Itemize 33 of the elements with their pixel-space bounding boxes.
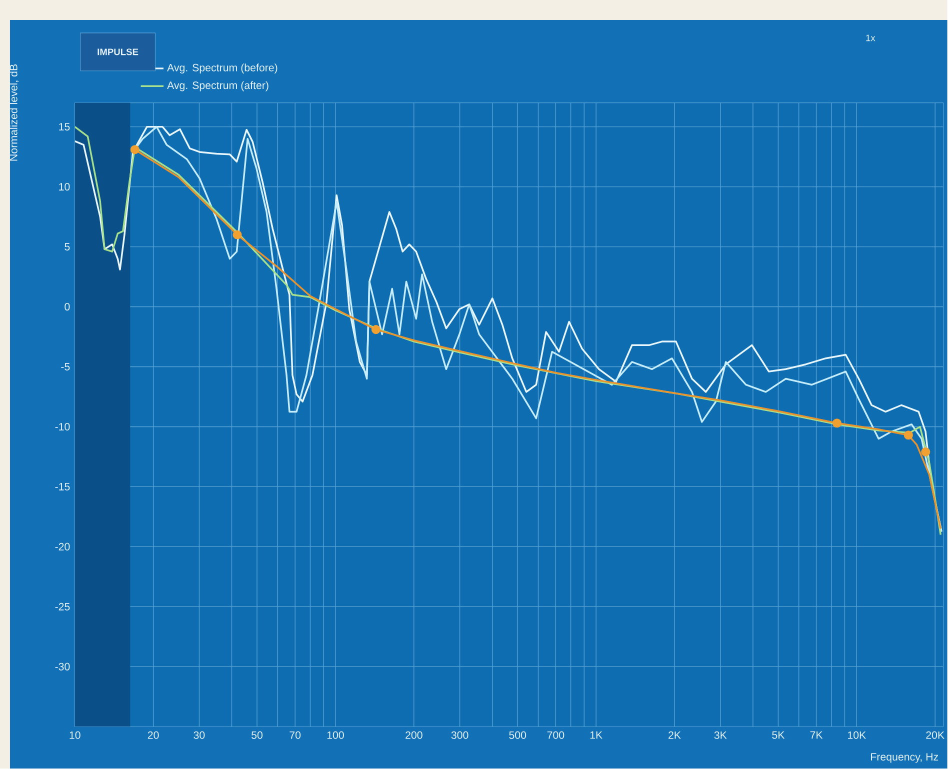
y-tick-label: 10 (59, 183, 70, 191)
x-tick-label: 10K (848, 732, 866, 740)
x-tick-label: 70 (290, 732, 301, 740)
y-tick-label: -25 (55, 603, 70, 611)
y-tick-label: -30 (55, 663, 70, 671)
y-tick-label: -20 (55, 543, 70, 551)
x-tick-label: 300 (451, 732, 468, 740)
x-tick-label: 7K (810, 732, 823, 739)
x-tick-label: 2K (668, 732, 681, 739)
x-tick-label: 50 (252, 732, 263, 740)
x-tick-label: 3K (714, 732, 727, 740)
x-axis-title: Frequency, Hz (871, 753, 938, 763)
x-tick-label: 700 (547, 732, 564, 740)
text: 1x (866, 34, 876, 42)
y-tick-label: 15 (59, 123, 70, 131)
text: IMPULSE (98, 48, 138, 56)
y-tick-label: 0 (64, 303, 70, 311)
x-tick-label: 200 (406, 732, 422, 740)
x-tick-label: 20 (148, 732, 159, 740)
x-tick-label: 5K (772, 732, 785, 739)
y-tick-label: -10 (55, 423, 70, 431)
y-tick-label: -15 (55, 483, 70, 491)
x-tick-label: 100 (327, 732, 344, 740)
x-tick-label: 500 (509, 732, 526, 740)
x-tick-label: 20K (926, 732, 944, 740)
x-tick-label: 1K (590, 732, 602, 739)
legend-label: Avg. Spectrum (after) (167, 81, 268, 92)
x-tick-label: 10 (70, 732, 80, 740)
y-axis-title: Normalized level, dB (10, 64, 19, 161)
y-tick-label: -5 (61, 363, 70, 371)
x-tick-label: 30 (194, 732, 205, 740)
legend-label: Avg. Spectrum (before) (167, 64, 278, 74)
y-tick-label: 5 (64, 243, 70, 251)
